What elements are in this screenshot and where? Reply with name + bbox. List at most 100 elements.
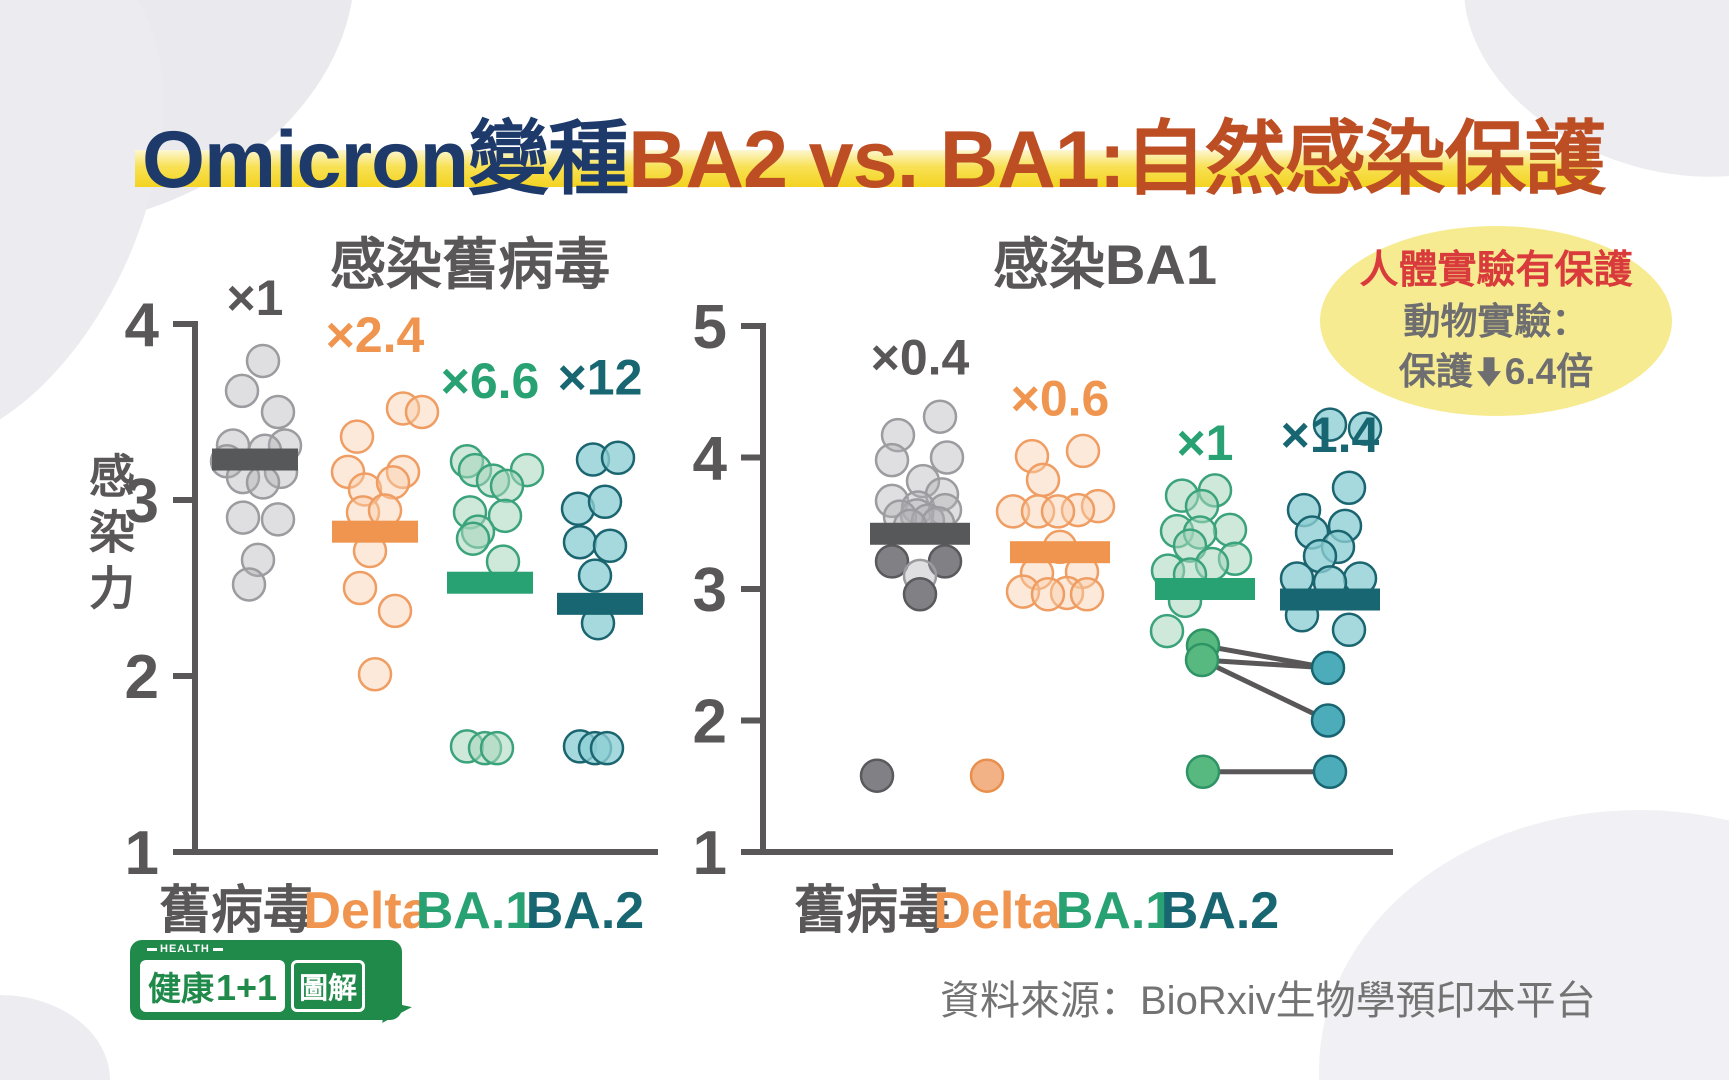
data-point <box>1331 470 1367 505</box>
y-tick-label: 3 <box>693 556 727 625</box>
data-point <box>874 544 910 579</box>
mean-bar <box>1155 578 1255 600</box>
multiplier-label: ×12 <box>558 349 643 405</box>
data-point <box>1020 494 1056 529</box>
data-point <box>357 656 393 692</box>
data-point <box>339 419 375 454</box>
data-point <box>1040 494 1076 529</box>
data-source-text: 資料來源：BioRxiv生物學預印本平台 <box>940 979 1596 1023</box>
data-point <box>1310 703 1346 738</box>
data-point <box>385 454 421 490</box>
multiplier-label: ×1.4 <box>1281 407 1380 463</box>
data-point <box>1347 411 1383 446</box>
down-arrow-icon <box>1476 357 1501 388</box>
y-tick-label: 1 <box>693 819 727 888</box>
category-label: BA.1 <box>416 882 534 940</box>
multiplier-label: ×6.6 <box>441 353 540 409</box>
data-point <box>225 500 261 535</box>
data-point <box>342 570 378 606</box>
mean-bar <box>212 448 298 471</box>
data-point <box>1005 574 1041 609</box>
right-chart-title: 感染BA1 <box>992 233 1218 296</box>
data-point <box>1065 433 1101 469</box>
health-1plus1-logo: HEALTH 健康 1+1 圖解 <box>130 940 402 1020</box>
data-point <box>587 484 623 520</box>
data-point <box>1185 754 1221 790</box>
data-point <box>377 593 413 629</box>
y-tick-label: 3 <box>125 467 159 536</box>
data-point <box>260 394 296 430</box>
data-point <box>1212 512 1248 548</box>
annotation-badge: 人體實驗有保護 動物實驗： 保護 6.4倍 <box>1320 226 1672 416</box>
badge-human-trial-text: 人體實驗有保護 <box>1359 248 1633 292</box>
y-tick-label: 2 <box>125 643 159 712</box>
data-point <box>375 465 411 500</box>
data-point <box>859 758 895 793</box>
logo-suffix-box: 圖解 <box>291 960 366 1012</box>
category-label: BA.2 <box>1161 882 1279 940</box>
page-title-topic: BA2 vs. BA1:自然感染保護 <box>628 115 1606 206</box>
y-tick-label: 5 <box>693 293 727 362</box>
data-point <box>905 463 941 499</box>
badge-protection-drop-text: 保護 6.4倍 <box>1399 347 1593 397</box>
data-point <box>231 567 267 602</box>
data-point <box>874 442 910 478</box>
data-point <box>589 730 625 766</box>
data-point <box>489 468 525 504</box>
data-point <box>487 498 523 534</box>
category-label: Delta <box>303 882 431 940</box>
data-point <box>260 502 296 537</box>
left-chart-title: 感染舊病毒 <box>330 233 610 296</box>
mean-bar <box>1280 588 1380 611</box>
category-label: 舊病毒 <box>794 882 950 940</box>
data-point <box>1331 612 1367 648</box>
data-point <box>902 577 938 612</box>
data-point <box>1025 462 1061 498</box>
y-tick-label: 4 <box>693 425 728 494</box>
mean-bar <box>1010 541 1110 564</box>
data-point <box>1310 650 1346 686</box>
data-point <box>245 465 281 500</box>
logo-health-label: HEALTH <box>144 943 226 955</box>
data-point <box>995 494 1031 529</box>
data-point <box>1184 642 1220 678</box>
multiplier-label: ×1 <box>1176 415 1233 471</box>
y-axis-label: 感染力 <box>83 452 135 620</box>
data-point <box>404 394 440 430</box>
pair-connection-line <box>1200 657 1330 723</box>
data-point <box>1312 407 1348 442</box>
data-point <box>224 373 260 409</box>
data-point <box>600 440 636 476</box>
data-point <box>1030 577 1066 612</box>
title-highlight-bar <box>135 150 1592 187</box>
data-point <box>455 521 491 556</box>
page-title-brand: Omicron變種 <box>142 115 629 206</box>
category-label: BA.1 <box>1056 882 1174 940</box>
data-point <box>592 528 628 564</box>
logo-name-number: 1+1 <box>216 967 278 1008</box>
logo-name-box: 健康 1+1 <box>140 960 286 1012</box>
data-point <box>577 558 613 593</box>
data-point <box>562 524 598 560</box>
data-point <box>1312 754 1348 790</box>
category-label: BA.2 <box>526 882 644 940</box>
mean-bar <box>332 520 418 543</box>
y-tick-label: 2 <box>693 688 727 757</box>
mean-bar <box>557 592 643 615</box>
badge-protection-prefix: 保護 <box>1398 351 1473 393</box>
badge-protection-suffix: 6.4倍 <box>1504 351 1594 393</box>
mean-bar <box>870 522 970 545</box>
data-point <box>969 758 1005 793</box>
multiplier-label: ×0.4 <box>871 330 970 386</box>
data-point <box>1149 613 1185 649</box>
pair-connection-line <box>1201 657 1329 671</box>
category-label: 舊病毒 <box>159 882 315 940</box>
mean-bar <box>447 571 533 594</box>
multiplier-label: ×2.4 <box>326 307 425 363</box>
multiplier-label: ×0.6 <box>1011 370 1110 426</box>
data-point <box>929 440 965 475</box>
data-point <box>1069 577 1105 612</box>
data-point <box>245 343 281 379</box>
